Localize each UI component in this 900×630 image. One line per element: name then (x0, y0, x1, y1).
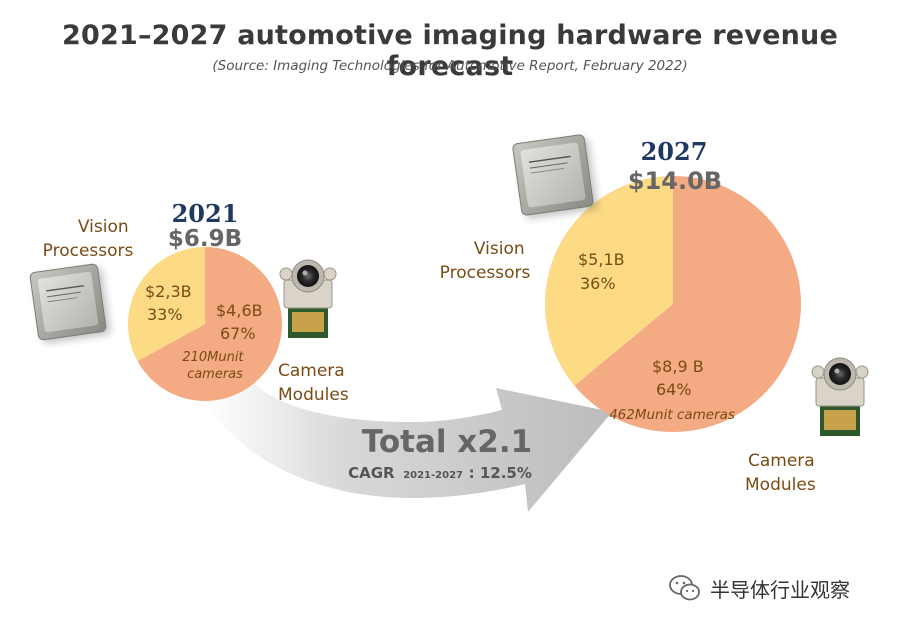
year-label-2027: 2027 (641, 137, 708, 166)
camera-units-note-2021: 210Munit cameras (182, 350, 247, 382)
cagr-label: CAGR 2021-2027 : 12.5% (348, 463, 532, 482)
growth-arrow (205, 380, 612, 512)
camera-label-line1: Camera (748, 451, 815, 471)
processor-chip-icon (29, 263, 111, 344)
total-growth-label: Total x2.1 (362, 424, 532, 460)
camera-units-note-2027: 462Munit cameras (609, 407, 735, 423)
camera-modules-value-2021: $4,6B (216, 301, 263, 320)
cagr-period: 2021-2027 (403, 470, 463, 481)
total-value-2021: $6.9B (168, 226, 242, 252)
pie-2021 (127, 247, 282, 402)
pie-slice-vision-processors-2027 (544, 176, 673, 386)
source-subtitle: (Source: Imaging Technologies for Automo… (212, 58, 688, 74)
pie-slice-vision-processors-2021 (127, 247, 205, 362)
camera-module-icon (811, 357, 869, 436)
pie-2027 (544, 176, 801, 432)
camera-units-note-line2: cameras (187, 367, 243, 382)
camera-modules-pct-2021: 67% (220, 324, 256, 343)
pie-slice-camera-modules-2021 (137, 247, 282, 402)
processor-chip-icon (512, 134, 598, 219)
vision-processors-label-2021: Vision Processors (43, 217, 134, 261)
vision-processors-pct-2027: 36% (580, 274, 616, 293)
vision-label-line1: Vision (474, 239, 525, 259)
vision-processors-pct-2021: 33% (147, 305, 183, 324)
wechat-icon (669, 575, 700, 601)
total-value-2027: $14.0B (628, 167, 722, 195)
page-title: 2021–2027 automotive imaging hardware re… (62, 20, 838, 82)
vision-label-line2: Processors (440, 263, 531, 283)
camera-modules-label-2027: Camera Modules (745, 451, 820, 495)
camera-modules-label-2021: Camera Modules (278, 361, 350, 405)
vision-processors-value-2021: $2,3B (145, 282, 192, 301)
vision-processors-label-2027: Vision Processors (440, 239, 531, 283)
cagr-value: : 12.5% (469, 464, 532, 482)
camera-modules-value-2027: $8,9 B (652, 357, 704, 376)
camera-label-line2: Modules (278, 385, 349, 405)
watermark: 半导体行业观察 (668, 571, 850, 605)
camera-module-icon (279, 259, 337, 338)
vision-processors-value-2027: $5,1B (578, 250, 625, 269)
camera-modules-pct-2027: 64% (656, 380, 692, 399)
vision-label-line1: Vision (78, 217, 129, 237)
watermark-text: 半导体行业观察 (710, 577, 850, 602)
camera-label-line1: Camera (278, 361, 345, 381)
year-label-2021: 2021 (172, 199, 239, 228)
camera-label-line2: Modules (745, 475, 816, 495)
cagr-prefix: CAGR (348, 464, 395, 482)
camera-units-note-line1: 210Munit (182, 350, 244, 365)
pie-slice-camera-modules-2027 (574, 176, 801, 432)
vision-label-line2: Processors (43, 241, 134, 261)
